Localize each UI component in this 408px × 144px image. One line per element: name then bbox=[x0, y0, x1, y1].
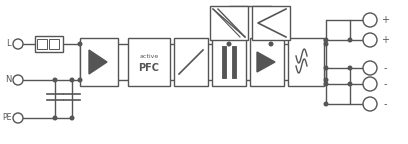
Text: +: + bbox=[381, 15, 389, 25]
Bar bbox=[128, 38, 170, 86]
Circle shape bbox=[363, 97, 377, 111]
Circle shape bbox=[13, 75, 23, 85]
Circle shape bbox=[348, 66, 353, 71]
Text: +: + bbox=[381, 35, 389, 45]
Bar bbox=[49, 39, 59, 49]
Text: PFC: PFC bbox=[138, 63, 160, 73]
Circle shape bbox=[324, 66, 328, 71]
Circle shape bbox=[226, 41, 231, 47]
Text: active: active bbox=[140, 54, 159, 58]
Circle shape bbox=[324, 82, 328, 87]
Circle shape bbox=[78, 41, 82, 47]
Bar bbox=[35, 36, 63, 52]
Bar bbox=[288, 38, 324, 86]
Bar bbox=[210, 6, 248, 40]
Text: -: - bbox=[383, 99, 387, 109]
Text: L: L bbox=[6, 39, 10, 49]
Text: -: - bbox=[383, 79, 387, 89]
Text: PE: PE bbox=[2, 113, 12, 123]
Text: N: N bbox=[5, 75, 11, 85]
Bar bbox=[252, 6, 290, 40]
Circle shape bbox=[53, 115, 58, 121]
Circle shape bbox=[324, 37, 328, 42]
Circle shape bbox=[324, 102, 328, 107]
Circle shape bbox=[348, 82, 353, 87]
Circle shape bbox=[268, 41, 273, 47]
Circle shape bbox=[348, 37, 353, 42]
Circle shape bbox=[69, 115, 75, 121]
Polygon shape bbox=[89, 50, 107, 74]
Circle shape bbox=[363, 13, 377, 27]
Circle shape bbox=[363, 33, 377, 47]
Text: -: - bbox=[383, 63, 387, 73]
Bar bbox=[174, 38, 208, 86]
Circle shape bbox=[324, 41, 328, 47]
Circle shape bbox=[78, 77, 82, 83]
Bar bbox=[37, 39, 47, 49]
Bar bbox=[250, 38, 284, 86]
Circle shape bbox=[324, 77, 328, 83]
Circle shape bbox=[53, 77, 58, 83]
Circle shape bbox=[13, 39, 23, 49]
Circle shape bbox=[13, 113, 23, 123]
Bar bbox=[80, 38, 118, 86]
Bar bbox=[212, 38, 246, 86]
Circle shape bbox=[69, 77, 75, 83]
Circle shape bbox=[363, 77, 377, 91]
Circle shape bbox=[363, 61, 377, 75]
Polygon shape bbox=[257, 52, 275, 72]
